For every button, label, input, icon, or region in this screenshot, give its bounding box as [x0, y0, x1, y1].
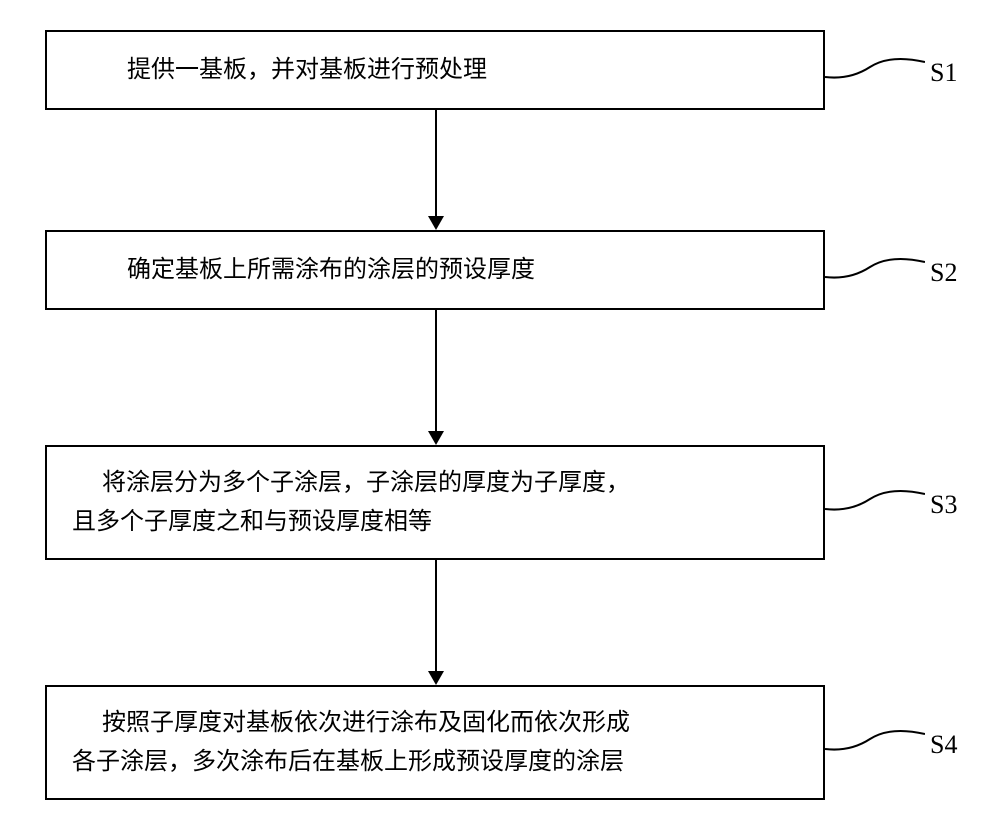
- step-text-s3-l1: 将涂层分为多个子涂层，子涂层的厚度为子厚度，: [102, 464, 630, 502]
- squiggle-s1: [825, 52, 925, 82]
- step-text-s3-l2: 且多个子厚度之和与预设厚度相等: [72, 503, 432, 541]
- step-label-s4: S4: [930, 730, 957, 760]
- step-box-s4: 按照子厚度对基板依次进行涂布及固化而依次形成 各子涂层，多次涂布后在基板上形成预…: [45, 685, 825, 800]
- arrow-3-line: [435, 560, 437, 671]
- arrow-2-head: [428, 431, 444, 445]
- arrow-1-line: [435, 110, 437, 216]
- step-label-s3: S3: [930, 490, 957, 520]
- squiggle-s4: [825, 724, 925, 754]
- step-text-s4-l2: 各子涂层，多次涂布后在基板上形成预设厚度的涂层: [72, 743, 624, 781]
- arrow-2-line: [435, 310, 437, 431]
- step-label-s1: S1: [930, 58, 957, 88]
- step-box-s3: 将涂层分为多个子涂层，子涂层的厚度为子厚度， 且多个子厚度之和与预设厚度相等: [45, 445, 825, 560]
- step-text-s4-l1: 按照子厚度对基板依次进行涂布及固化而依次形成: [102, 704, 630, 742]
- squiggle-s3: [825, 484, 925, 514]
- step-box-s2: 确定基板上所需涂布的涂层的预设厚度: [45, 230, 825, 310]
- step-text-s1: 提供一基板，并对基板进行预处理: [127, 51, 487, 89]
- arrow-3-head: [428, 671, 444, 685]
- step-label-s2: S2: [930, 258, 957, 288]
- step-text-s2: 确定基板上所需涂布的涂层的预设厚度: [127, 251, 535, 289]
- arrow-1-head: [428, 216, 444, 230]
- step-box-s1: 提供一基板，并对基板进行预处理: [45, 30, 825, 110]
- flowchart-canvas: 提供一基板，并对基板进行预处理 S1 确定基板上所需涂布的涂层的预设厚度 S2 …: [0, 0, 1000, 828]
- squiggle-s2: [825, 252, 925, 282]
